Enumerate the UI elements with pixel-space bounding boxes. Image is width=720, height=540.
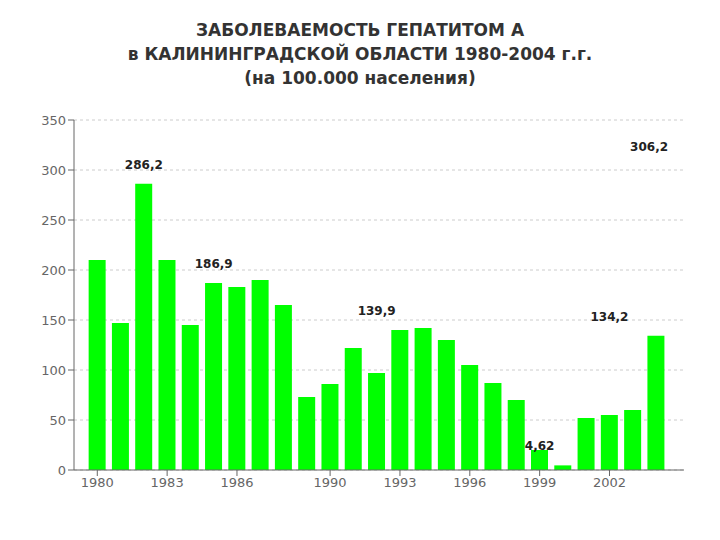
- svg-text:139,9: 139,9: [358, 304, 396, 318]
- svg-text:286,2: 286,2: [125, 158, 163, 172]
- svg-text:1990: 1990: [314, 475, 347, 490]
- svg-text:1996: 1996: [453, 475, 486, 490]
- svg-text:4,62: 4,62: [525, 439, 555, 453]
- html-text:(на 100.000 населения): (на 100.000 населения): [244, 68, 476, 88]
- svg-text:250: 250: [41, 213, 66, 228]
- svg-text:300: 300: [41, 163, 66, 178]
- svg-text:150: 150: [41, 313, 66, 328]
- svg-text:306,2: 306,2: [630, 140, 668, 154]
- html-text:в КАЛИНИНГРАДСКОЙ ОБЛАСТИ 1980: в КАЛИНИНГРАДСКОЙ ОБЛАСТИ 1980-2004 г.г.: [127, 44, 593, 64]
- svg-text:134,2: 134,2: [591, 310, 629, 324]
- svg-text:2002: 2002: [593, 475, 626, 490]
- svg-text:200: 200: [41, 263, 66, 278]
- svg-text:100: 100: [41, 363, 66, 378]
- svg-text:1999: 1999: [523, 475, 556, 490]
- svg-text:186,9: 186,9: [195, 257, 233, 271]
- svg-text:0: 0: [58, 463, 66, 478]
- svg-text:1986: 1986: [220, 475, 253, 490]
- svg-text:1983: 1983: [151, 475, 184, 490]
- svg-text:1993: 1993: [383, 475, 416, 490]
- svg-text:50: 50: [49, 413, 66, 428]
- svg-text:350: 350: [41, 113, 66, 128]
- svg-text:1980: 1980: [81, 475, 114, 490]
- html-text:ЗАБОЛЕВАЕМОСТЬ ГЕПАТИТОМ А: ЗАБОЛЕВАЕМОСТЬ ГЕПАТИТОМ А: [195, 20, 525, 40]
